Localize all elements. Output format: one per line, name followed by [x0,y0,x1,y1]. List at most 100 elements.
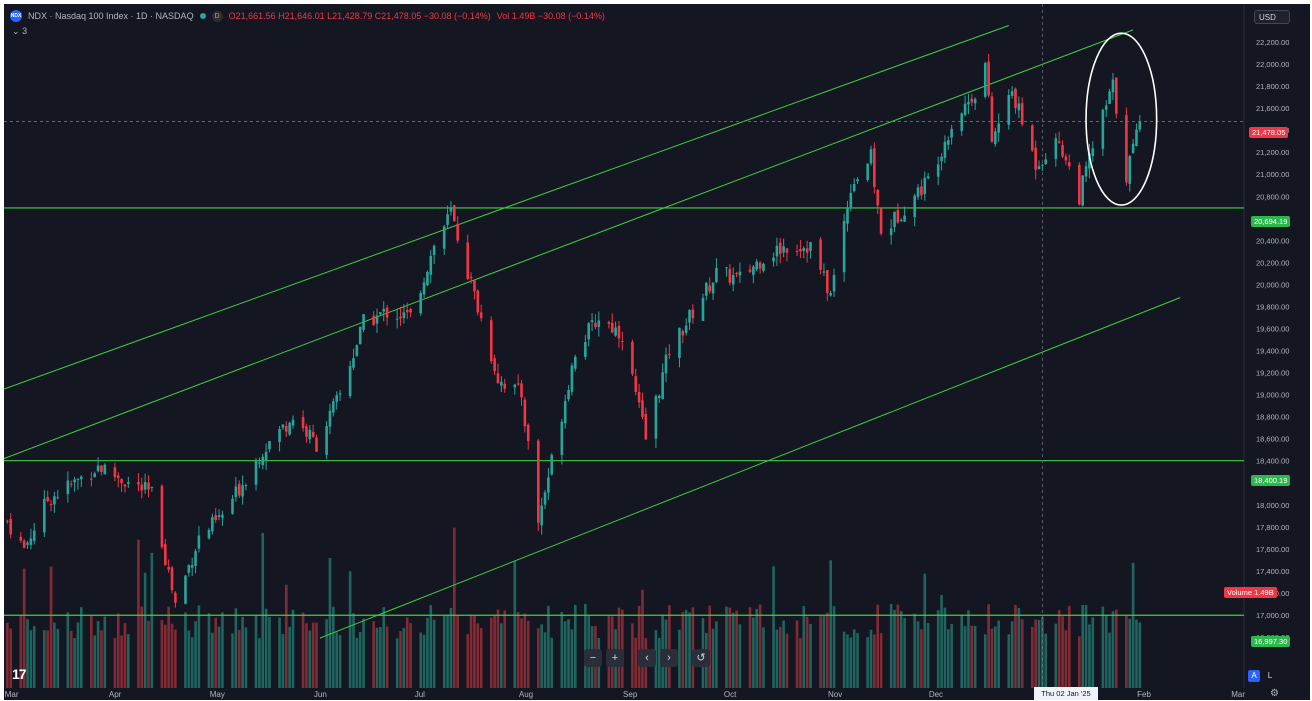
candle-body [617,325,621,339]
candle-body [725,267,728,269]
candle-body [537,440,540,523]
scroll-right-button[interactable]: › [660,649,678,667]
volume-bar [762,627,765,688]
candle-body [654,396,658,439]
volume-bar [26,619,29,688]
zoom-out-button[interactable]: − [584,649,602,667]
volume-bar [926,622,930,688]
candle-body [160,485,164,548]
symbol-title[interactable]: NDX · Nasdaq 100 Index · 1D · NASDAQ [28,11,194,21]
candle-body [1014,88,1017,109]
level-tag-lower: 16,997.30 [1251,636,1291,647]
volume-bar [1037,620,1041,688]
candle-body [923,177,927,195]
candle-body [120,479,123,484]
volume-label: Volume [1227,588,1253,597]
volume-bar [214,617,218,688]
volume-bar [1081,604,1084,688]
candle-body [338,393,342,395]
volume-bar [281,634,285,688]
volume-bar [819,616,822,688]
candle-body [143,481,147,490]
candle-body [73,479,76,483]
candle-body [526,424,530,442]
candle-body [1007,95,1011,125]
volume-bar [53,622,56,688]
volume-bar [254,615,258,688]
y-tick-label: 21,000.00 [1256,170,1289,179]
candle-body [493,358,496,372]
candle-body [711,282,715,294]
volume-bar [284,584,288,688]
log-scale-button[interactable]: L [1267,671,1273,680]
candle-body [268,441,271,450]
x-tick-label: Oct [724,690,737,699]
candle-body [1115,77,1118,114]
volume-bar [335,632,338,688]
volume-bar [187,630,191,688]
y-tick-label: 17,000.00 [1256,611,1289,620]
auto-scale-button[interactable]: A [1248,670,1260,682]
volume-bar [140,606,144,688]
candle-body [264,451,268,461]
volume-bar [469,614,473,688]
volume-bar [1020,619,1024,688]
candle-body [1125,114,1128,183]
reset-chart-button[interactable]: ↺ [692,649,710,667]
volume-bar [1014,604,1017,688]
volume-bar [748,607,752,688]
volume-values: Vol 1.49B −30.08 (−0.14%) [496,11,605,21]
trend-lines [4,4,1244,688]
market-status-icon [199,13,206,19]
candle-body [547,477,550,493]
candle-body [395,318,399,320]
candle-body [715,267,718,283]
volume-bar [315,622,318,688]
candle-body [1010,91,1014,96]
volume-bar [960,615,964,688]
candle-body [1128,156,1132,184]
candle-body [278,429,281,442]
volume-bar [1128,618,1132,688]
volume-bar [563,621,567,688]
zoom-in-button[interactable]: + [606,649,624,667]
candle-body [597,320,601,327]
candle-body [1041,164,1044,166]
candle-body [1037,166,1041,170]
volume-bar [399,631,402,688]
candle-body [775,245,779,257]
gear-icon[interactable]: ⚙ [1270,688,1279,699]
candle-body [594,322,597,328]
candle-body [211,517,214,532]
volume-bar [584,603,587,688]
y-tick-label: 19,600.00 [1256,324,1289,333]
candle-body [174,592,177,603]
chart-frame[interactable]: 16,800.0017,000.0017,200.0017,400.0017,6… [4,4,1310,700]
candle-body [822,271,826,273]
tradingview-logo-icon[interactable]: 17 [12,666,27,682]
volume-bar [852,629,856,688]
candlestick-chart[interactable]: 16,800.0017,000.0017,200.0017,400.0017,6… [4,4,1310,700]
candle-body [657,395,661,398]
time-axis-background [4,688,1310,700]
volume-bar [1088,624,1091,688]
last-price-tag: 21,478.05 [1249,127,1289,138]
candle-body [261,456,265,466]
volume-bar [1115,609,1118,688]
candle-body [489,320,493,362]
candle-body [100,465,103,472]
candle-body [432,245,436,256]
indicator-toggle[interactable]: ⌄ 3 [12,26,27,37]
currency-select[interactable]: USD [1254,10,1290,24]
candle-body [291,419,295,426]
volume-bar [1135,619,1138,688]
volume-bar [997,620,1000,688]
candle-body [731,275,735,285]
candle-body [140,484,144,491]
candle-body [355,345,359,356]
candle-body [96,465,100,472]
candle-body [419,292,422,314]
candle-body [889,228,893,236]
volume-bar [143,572,147,688]
scroll-left-button[interactable]: ‹ [638,649,656,667]
